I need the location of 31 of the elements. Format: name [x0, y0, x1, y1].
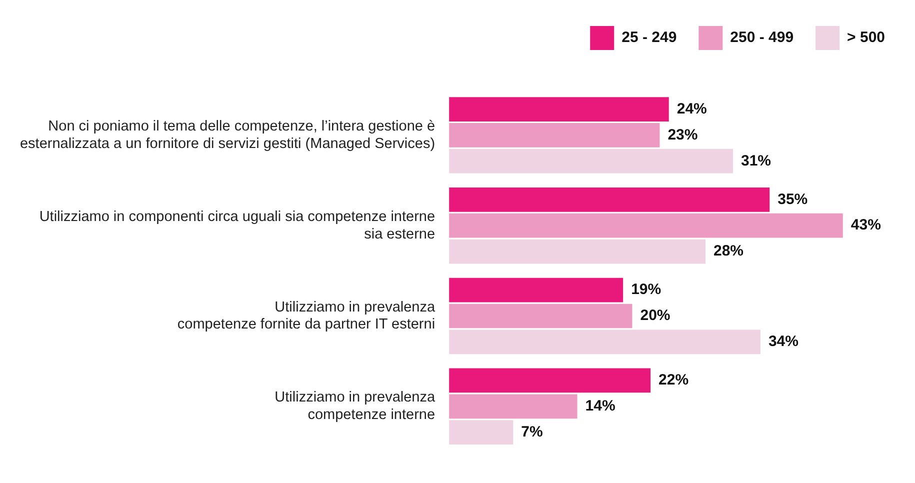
data-label: 19% [631, 281, 662, 298]
bar [449, 420, 514, 444]
data-label: 28% [714, 242, 744, 260]
data-label: 22% [658, 372, 689, 389]
data-label: 31% [740, 152, 772, 170]
data-label: 24% [676, 100, 707, 118]
data-label: 23% [668, 126, 698, 144]
bar [449, 188, 770, 212]
data-label: 7% [521, 423, 543, 440]
bar [449, 148, 733, 174]
legend-label: 25 - 249 [622, 29, 677, 46]
legend-label: > 500 [847, 29, 886, 46]
bar [449, 239, 706, 264]
data-label: 14% [585, 398, 616, 415]
bar [449, 304, 632, 328]
y-tick-label: Utilizziamo in componenti circa uguali sia competenze interne sia esterne [39, 208, 436, 242]
bar [449, 123, 660, 148]
bar [449, 213, 843, 238]
bar [449, 278, 624, 302]
data-label: 20% [640, 307, 670, 324]
bar [449, 330, 760, 354]
y-tick-label: Non ci poniamo il tema delle competenze, l’intera gestione è esternalizzata a un fornitore di servizi gestiti (Managed Services) [20, 118, 436, 152]
data-label: 35% [778, 190, 808, 208]
bar [449, 394, 578, 419]
data-label: 43% [850, 216, 881, 234]
y-tick-label: Utilizziamo in prevalenza competenze fornite da partner IT esterni [177, 299, 436, 333]
y-tick-label: Utilizziamo in prevalenza competenze interne [274, 390, 436, 424]
data-label: 34% [768, 333, 798, 350]
legend-label: 250 - 499 [730, 29, 794, 46]
bar [449, 97, 669, 122]
bar [449, 368, 651, 393]
